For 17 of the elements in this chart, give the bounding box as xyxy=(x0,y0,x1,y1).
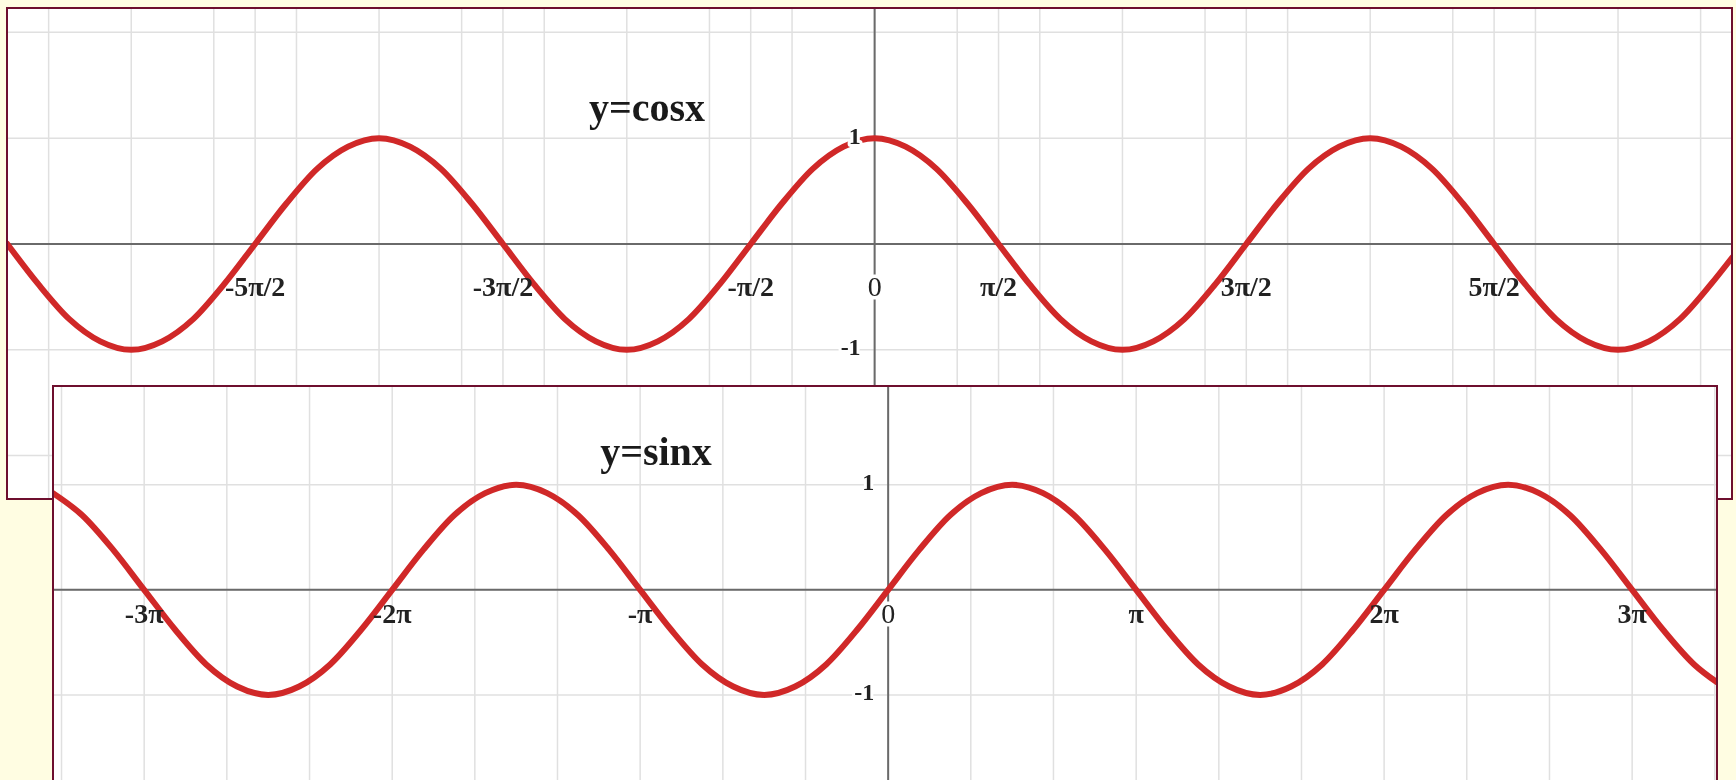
x-tick-label: -5π/2 xyxy=(224,271,286,303)
y-tick-label: -1 xyxy=(854,679,875,706)
y-tick-label: -1 xyxy=(840,334,861,361)
x-tick-label: -π/2 xyxy=(727,271,774,303)
x-tick-label: 3π xyxy=(1617,598,1648,630)
y-tick-label: 1 xyxy=(862,469,875,496)
x-tick-label: -2π xyxy=(372,598,413,630)
x-tick-label: π xyxy=(1128,598,1145,630)
x-tick-label: -3π xyxy=(124,598,165,630)
x-tick-label: 3π/2 xyxy=(1220,271,1272,303)
x-tick-label: -3π/2 xyxy=(472,271,534,303)
x-tick-label: -π xyxy=(627,598,654,630)
text: y=cosx xyxy=(588,85,706,131)
x-tick-label: 5π/2 xyxy=(1468,271,1520,303)
text: y=sinx xyxy=(600,429,712,475)
x-tick-label: π/2 xyxy=(979,271,1018,303)
x-tick-label: 2π xyxy=(1369,598,1400,630)
